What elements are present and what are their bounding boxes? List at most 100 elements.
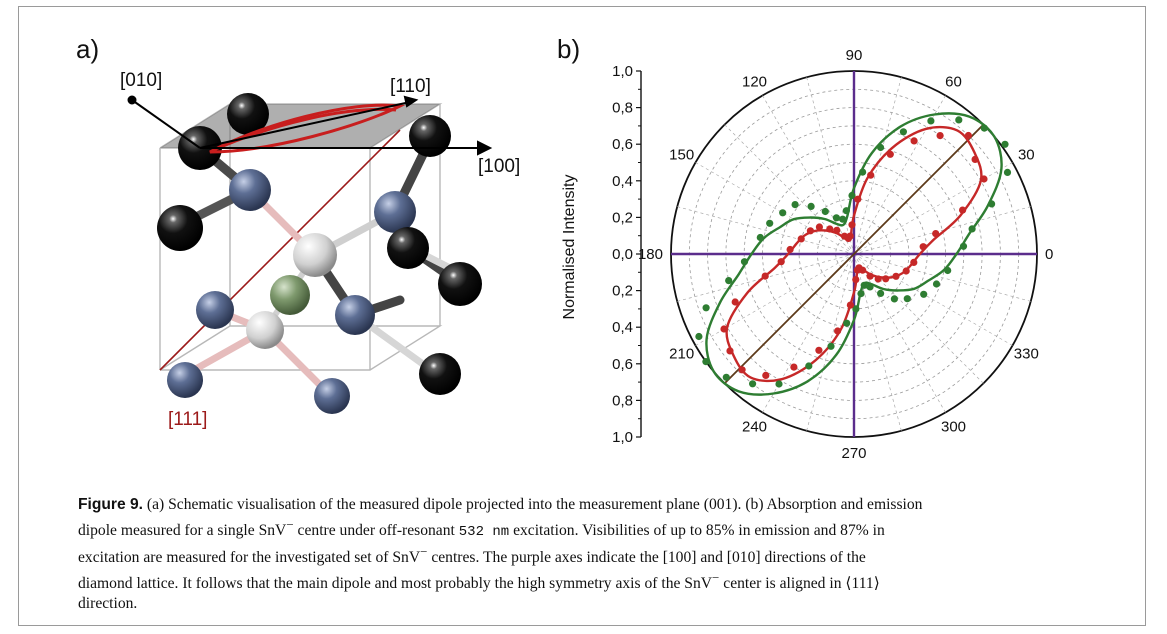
emission-data-point: [964, 131, 972, 140]
polar-axes: [636, 70, 1037, 438]
emission-data-point: [852, 276, 860, 284]
emission-data-point: [867, 171, 875, 179]
emission-data-point: [761, 272, 769, 280]
emission-data-point: [815, 346, 823, 354]
angle-tick-label: 210: [669, 346, 694, 363]
emission-data-point: [786, 245, 794, 254]
emission-data-point: [932, 230, 940, 238]
emission-data-point: [840, 232, 849, 240]
radial-tick-label: 0,6: [612, 136, 633, 153]
radial-tick-label: 0,2: [612, 209, 633, 226]
emission-data-point: [777, 258, 785, 266]
axis-line: [723, 123, 985, 385]
angle-tick-label: 0: [1045, 246, 1053, 263]
grid-spoke: [724, 124, 855, 255]
direction-100-label: [100]: [478, 156, 520, 177]
excitation-data-point: [877, 143, 885, 152]
excitation-data-point: [852, 305, 860, 313]
lattice-schematic: [010] [110] [100] [111]: [120, 70, 520, 430]
excitation-data-point: [860, 281, 868, 289]
panel-b-label: b): [557, 34, 581, 64]
emission-data-point: [762, 371, 770, 379]
y-axis-label: Normalised Intensity: [561, 175, 578, 320]
excitation-data-point: [1003, 168, 1012, 176]
caption-line4b: center is aligned in ⟨111⟩: [719, 575, 880, 593]
excitation-data-point: [832, 214, 840, 222]
polar-labels: 0 30 60 90 120 150 180 210 240 270 300 330 0,0 0,2 0,2…: [612, 47, 1053, 462]
caption-line1: (a) Schematic visualisation of the measu…: [143, 496, 923, 513]
radial-tick-label: 1,0: [612, 429, 633, 446]
caption-line3b: centres. The purple axes indicate the [1…: [427, 549, 866, 567]
caption-wavelength: 532 nm: [458, 523, 510, 540]
angle-tick-label: 120: [742, 74, 767, 91]
angle-tick-label: 270: [841, 445, 866, 462]
caption-line4a: diamond lattice. It follows that the mai…: [78, 575, 713, 593]
excitation-data-point: [779, 209, 787, 217]
emission-data-point: [980, 175, 988, 183]
radial-tick-label: 0,8: [612, 100, 633, 117]
grid-spoke: [853, 253, 984, 384]
caption-line2a: dipole measured for a single SnV: [78, 521, 287, 539]
angle-tick-label: 330: [1014, 346, 1039, 363]
excitation-data-point: [857, 290, 865, 298]
atoms: [157, 93, 482, 414]
radial-tick-label: 0,2: [612, 283, 633, 300]
emission-data-point: [806, 227, 814, 235]
figure-frame: [18, 6, 1146, 626]
excitation-data-point: [980, 124, 988, 132]
figure-caption: Figure 9. (a) Schematic visualisation of…: [78, 495, 1118, 613]
excitation-data-point: [932, 280, 941, 288]
excitation-data-point: [968, 225, 976, 233]
grid-spoke: [806, 77, 855, 255]
caption-line3a: excitation are measured for the investig…: [78, 549, 421, 567]
radial-tick-label: 1,0: [612, 63, 633, 80]
direction-010-label: [010]: [120, 70, 162, 91]
angle-tick-label: 180: [638, 246, 663, 263]
emission-data-point: [959, 206, 967, 214]
excitation-data-point: [890, 295, 898, 303]
emission-data-point: [919, 243, 927, 251]
caption-line2c: excitation. Visibilities of up to 85% in…: [509, 521, 885, 539]
radial-tick-label: 0,4: [612, 319, 633, 336]
grid-spoke: [677, 206, 855, 255]
emission-data-point: [790, 363, 798, 371]
grid-spoke: [853, 206, 1031, 255]
excitation-data-point: [927, 117, 935, 125]
direction-arrows: [127, 95, 493, 156]
excitation-data-point: [920, 290, 928, 298]
excitation-data-point: [827, 342, 835, 350]
emission-data-point: [971, 155, 979, 163]
grid-spoke: [853, 253, 1031, 302]
emission-data-point: [833, 226, 841, 234]
excitation-data-point: [791, 201, 799, 209]
emission-data-point: [892, 272, 900, 280]
caption-line2b: centre under off-resonant: [293, 521, 459, 539]
excitation-data-point: [903, 295, 911, 303]
emission-data-point: [726, 347, 734, 355]
excitation-data-point: [1001, 140, 1009, 148]
angle-tick-label: 150: [669, 147, 694, 164]
caption-sup-1: −: [286, 516, 294, 532]
excitation-data-point: [749, 380, 757, 388]
emission-data-point: [910, 258, 918, 266]
caption-sup-3: −: [712, 569, 720, 585]
excitation-data-point: [839, 215, 847, 223]
radial-tick-label: 0,8: [612, 392, 633, 409]
emission-data-point: [846, 301, 854, 309]
excitation-data-point: [702, 358, 710, 366]
excitation-data-point: [843, 319, 851, 327]
polar-series: [695, 112, 1012, 396]
angle-tick-label: 300: [941, 418, 966, 435]
excitation-data-point: [807, 202, 815, 210]
angle-tick-label: 30: [1018, 147, 1035, 164]
grid-spoke: [853, 253, 1013, 346]
grid-spoke: [806, 253, 855, 431]
excitation-data-point: [725, 277, 733, 285]
grid-spoke: [853, 253, 946, 413]
caption-line5: direction.: [78, 594, 138, 612]
excitation-data-point: [866, 283, 874, 291]
emission-data-point: [854, 195, 862, 203]
direction-110-label: [110]: [390, 76, 431, 97]
excitation-data-point: [805, 362, 813, 370]
emission-data-point: [826, 225, 834, 233]
